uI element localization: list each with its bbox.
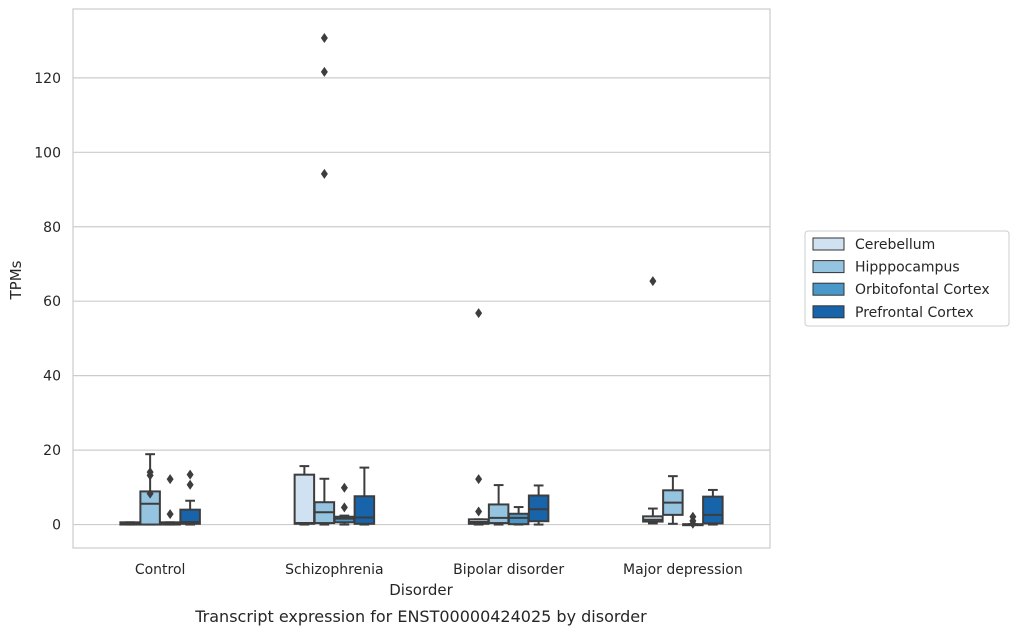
box-body bbox=[507, 512, 530, 526]
box bbox=[313, 33, 336, 526]
box-body bbox=[179, 508, 201, 525]
box bbox=[139, 453, 161, 526]
box bbox=[487, 484, 510, 526]
outlier-point bbox=[475, 474, 483, 485]
outlier-point bbox=[475, 308, 483, 319]
outlier-point bbox=[340, 482, 348, 493]
outlier-point bbox=[166, 474, 174, 485]
y-tick-label: 0 bbox=[52, 518, 61, 534]
legend-swatch bbox=[812, 282, 845, 296]
outlier-point bbox=[320, 66, 328, 77]
box bbox=[507, 506, 530, 526]
box bbox=[179, 469, 201, 526]
chart-caption: Transcript expression for ENST0000042402… bbox=[194, 607, 647, 626]
series-prefrontal-cortex bbox=[179, 466, 724, 526]
x-tick-label: Bipolar disorder bbox=[453, 562, 564, 578]
legend-swatch bbox=[812, 305, 845, 319]
outlier-point bbox=[320, 33, 328, 44]
outlier-point bbox=[186, 479, 194, 490]
outlier-point bbox=[689, 511, 697, 522]
y-tick-label: 120 bbox=[34, 71, 61, 87]
y-tick-label: 80 bbox=[43, 220, 61, 236]
legend-entry: Orbitofontal Cortex bbox=[855, 282, 990, 298]
outlier-point bbox=[146, 488, 154, 499]
x-tick-label: Schizophrenia bbox=[285, 562, 383, 578]
plot-frame bbox=[72, 8, 771, 549]
legend: Cerebellum Hipppocampus Orbitofontal Corte… bbox=[804, 230, 1010, 327]
legend-swatch bbox=[812, 260, 845, 274]
legend-swatch bbox=[812, 237, 845, 251]
series-orbitofontal-cortex bbox=[159, 474, 704, 529]
box bbox=[702, 488, 724, 526]
outlier-point bbox=[320, 168, 328, 179]
box bbox=[467, 308, 490, 526]
box bbox=[293, 465, 316, 526]
outlier-point bbox=[649, 276, 657, 287]
box bbox=[682, 511, 704, 529]
series-cerebellum bbox=[119, 276, 664, 526]
box bbox=[662, 475, 684, 525]
legend-frame bbox=[804, 230, 1010, 327]
box-series bbox=[119, 33, 724, 529]
box bbox=[119, 521, 141, 526]
box-body bbox=[293, 473, 316, 525]
box bbox=[353, 466, 376, 526]
x-tick-label: Control bbox=[135, 562, 186, 578]
y-axis-label: TPMs bbox=[7, 260, 25, 300]
box bbox=[527, 484, 550, 526]
y-tick-label: 100 bbox=[34, 145, 61, 161]
legend-entry: Cerebellum bbox=[855, 237, 935, 253]
y-axis-ticks: 0 20 40 60 80 100 120 bbox=[34, 71, 61, 534]
y-tick-label: 20 bbox=[43, 443, 61, 459]
x-axis-ticks: Control Schizophrenia Bipolar disorder Majo… bbox=[135, 562, 743, 578]
gridlines bbox=[73, 77, 770, 526]
outlier-point bbox=[146, 467, 154, 478]
outlier-point bbox=[186, 469, 194, 480]
box-body bbox=[487, 503, 510, 525]
x-tick-label: Major depression bbox=[623, 562, 743, 578]
outlier-point bbox=[475, 506, 483, 517]
outlier-point bbox=[166, 509, 174, 520]
y-tick-label: 40 bbox=[43, 369, 61, 385]
y-tick-label: 60 bbox=[43, 294, 61, 310]
series-hipppocampus bbox=[139, 33, 684, 526]
legend-entry: Prefrontal Cortex bbox=[855, 305, 974, 321]
box bbox=[333, 482, 356, 526]
x-axis-label: Disorder bbox=[389, 581, 453, 599]
box bbox=[159, 474, 181, 526]
box-body bbox=[702, 495, 724, 525]
legend-entry: Hipppocampus bbox=[855, 260, 960, 276]
box bbox=[642, 276, 664, 525]
box-body bbox=[353, 495, 376, 525]
outlier-point bbox=[340, 502, 348, 513]
